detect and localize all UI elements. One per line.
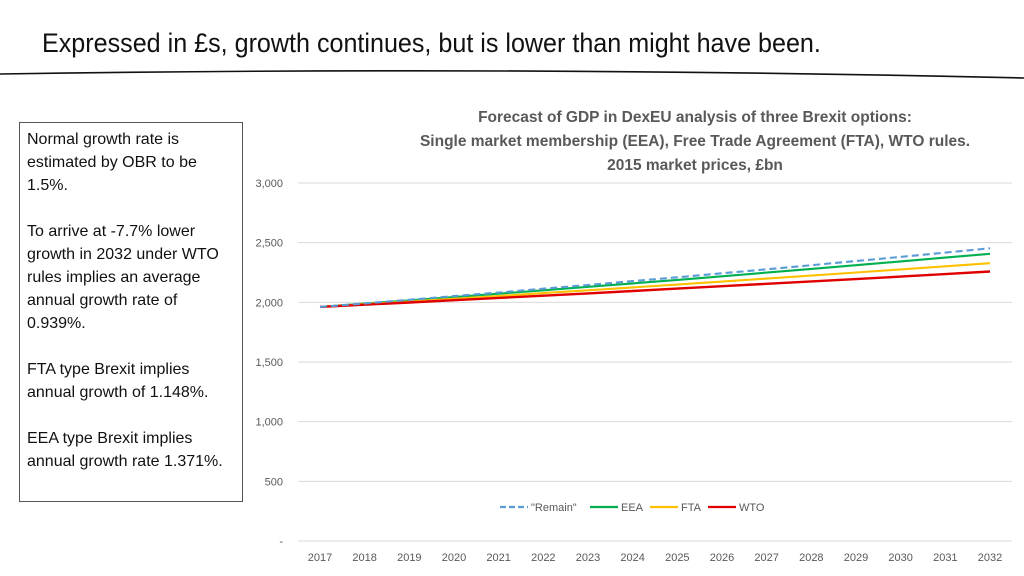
- x-tick-label: 2019: [397, 552, 421, 564]
- y-tick-label: 2,000: [255, 297, 283, 309]
- x-tick-label: 2031: [933, 552, 957, 564]
- x-tick-label: 2022: [531, 552, 555, 564]
- notes-box: Normal growth rate is estimated by OBR t…: [19, 122, 243, 502]
- slide-title: Expressed in £s, growth continues, but i…: [42, 28, 821, 58]
- note-eea-growth: EEA type Brexit implies annual growth ra…: [27, 430, 223, 470]
- y-tick-label: 1,000: [255, 417, 283, 429]
- legend-label-eea: EEA: [621, 502, 644, 514]
- y-tick-label: -: [279, 536, 283, 548]
- x-tick-label: 2027: [754, 552, 778, 564]
- legend-label-wto: WTO: [739, 502, 765, 514]
- x-tick-label: 2021: [486, 552, 510, 564]
- series-lines: [319, 247, 991, 309]
- gridlines: [298, 182, 1012, 542]
- x-tick-label: 2024: [620, 552, 644, 564]
- x-tick-label: 2017: [308, 552, 332, 564]
- y-axis-ticks: - 500 1,000 1,500 2,000 2,500 3,000: [255, 178, 283, 548]
- series-line-wto: [319, 270, 991, 309]
- note-fta-growth: FTA type Brexit implies annual growth of…: [27, 361, 209, 401]
- x-axis-ticks: 2017 2018 2019 2020 2021 2022 2023 2024 2025 2026…: [308, 552, 1002, 564]
- legend: "Remain" EEA FTA WTO: [500, 502, 765, 514]
- chart-title-line: 2015 market prices, £bn: [607, 157, 783, 174]
- note-normal-growth: Normal growth rate is estimated by OBR t…: [27, 131, 197, 194]
- x-tick-label: 2029: [844, 552, 868, 564]
- x-tick-label: 2032: [978, 552, 1002, 564]
- x-tick-label: 2028: [799, 552, 823, 564]
- x-tick-label: 2026: [710, 552, 734, 564]
- x-tick-label: 2018: [352, 552, 376, 564]
- x-tick-label: 2023: [576, 552, 600, 564]
- x-tick-label: 2020: [442, 552, 466, 564]
- y-tick-label: 1,500: [255, 357, 283, 369]
- series-line-remain: [319, 247, 991, 308]
- y-tick-label: 500: [265, 476, 283, 488]
- chart-title-line: Single market membership (EEA), Free Tra…: [419, 133, 971, 150]
- chart-title-line: Forecast of GDP in DexEU analysis of thr…: [478, 109, 912, 126]
- y-tick-label: 2,500: [255, 238, 283, 250]
- x-tick-label: 2030: [888, 552, 912, 564]
- legend-label-fta: FTA: [681, 502, 702, 514]
- y-tick-label: 3,000: [255, 178, 283, 190]
- chart-title: Forecast of GDP in DexEU analysis of thr…: [370, 106, 1020, 178]
- title-divider: [0, 70, 1024, 79]
- series-line-fta: [319, 262, 991, 308]
- note-wto-growth: To arrive at -7.7% lower growth in 2032 …: [27, 223, 219, 332]
- x-tick-label: 2025: [665, 552, 689, 564]
- legend-label-remain: "Remain": [531, 502, 577, 514]
